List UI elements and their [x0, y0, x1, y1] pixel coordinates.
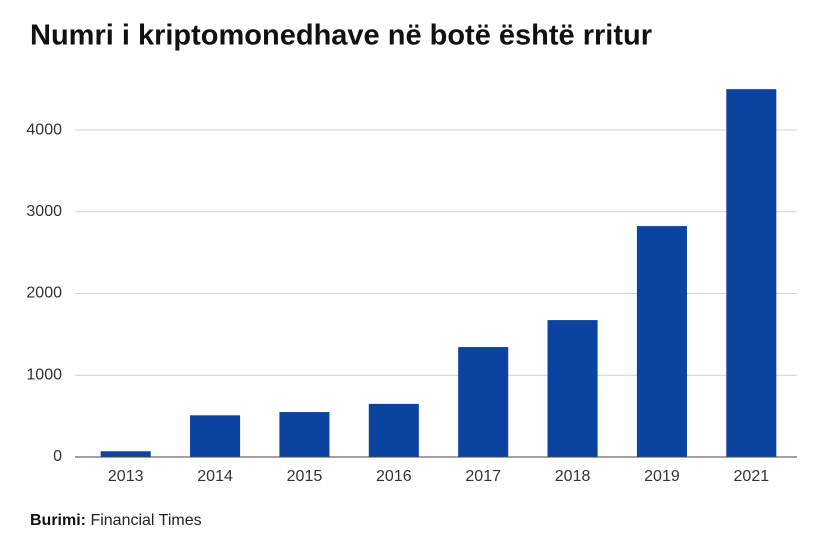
chart-title: Numri i kriptomonedhave në botë është rr… [30, 20, 652, 52]
y-tick-label: 3000 [26, 203, 62, 220]
x-tick-label: 2019 [644, 468, 680, 485]
bar [190, 415, 241, 457]
y-tick-label: 0 [53, 448, 62, 465]
source-note: Burimi: Financial Times [30, 512, 202, 529]
bar [368, 403, 419, 457]
bar [100, 451, 151, 457]
x-tick-label: 2016 [376, 468, 412, 485]
source-label: Burimi: [30, 512, 86, 529]
x-tick-label: 2015 [287, 468, 323, 485]
y-tick-label: 4000 [26, 121, 62, 138]
x-tick-label: 2014 [197, 468, 233, 485]
y-tick-label: 1000 [26, 366, 62, 383]
x-tick-label: 2021 [734, 468, 770, 485]
x-tick-label: 2017 [465, 468, 501, 485]
bar [726, 89, 777, 457]
bar [636, 226, 687, 457]
x-tick-label: 2013 [108, 468, 144, 485]
bar [458, 347, 509, 457]
source-text: Financial Times [90, 512, 201, 529]
bar [279, 412, 330, 457]
bar [547, 320, 598, 457]
x-tick-label: 2018 [555, 468, 591, 485]
y-tick-label: 2000 [26, 285, 62, 302]
